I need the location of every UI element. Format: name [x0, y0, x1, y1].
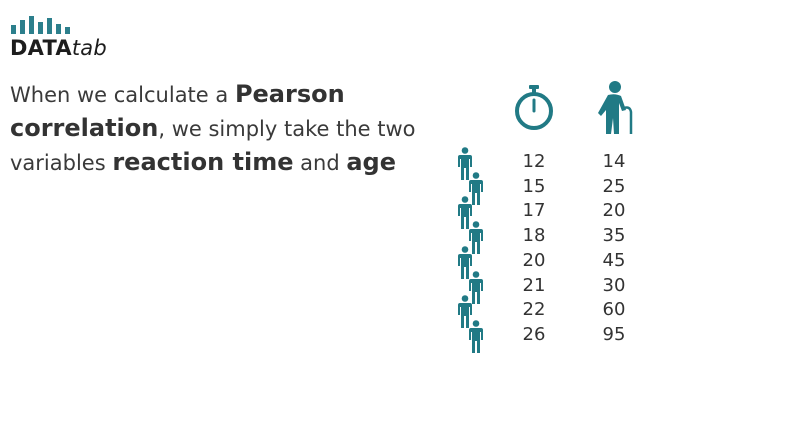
person-icon	[457, 196, 473, 230]
reaction-time-value: 20	[522, 249, 546, 271]
reaction-time-value: 21	[522, 274, 546, 296]
reaction-time-value: 15	[522, 175, 546, 197]
age-value: 35	[602, 225, 626, 247]
logo-bar	[29, 16, 34, 34]
age-value: 25	[602, 175, 626, 197]
reaction-time-value: 12	[522, 151, 546, 172]
logo-bar	[47, 18, 52, 34]
reaction-time-value: 22	[522, 299, 546, 321]
age-value: 95	[602, 323, 626, 345]
headline-text-1: When we calculate a	[10, 83, 235, 107]
elderly-person-icon	[598, 81, 633, 134]
person-icon	[457, 245, 473, 280]
age-value: 30	[602, 274, 626, 296]
headline: When we calculate a Pearson correlation,…	[10, 78, 420, 180]
datatab-logo: DATAtab	[10, 14, 110, 60]
logo-bar	[65, 27, 70, 34]
reaction-time-value: 26	[522, 323, 546, 345]
headline-text-2: , we simply take the two variables	[10, 117, 416, 175]
logo-text-strong: DATA	[10, 36, 72, 60]
headline-highlight-age: age	[346, 148, 397, 176]
person-icon	[457, 295, 473, 329]
logo-bars	[11, 14, 81, 34]
age-value: 20	[602, 200, 626, 222]
person-icon	[468, 320, 484, 354]
age-value: 14	[602, 151, 626, 172]
person-icon	[468, 171, 484, 206]
person-icon	[468, 270, 484, 305]
logo-bar	[20, 20, 25, 34]
reaction-time-value: 18	[522, 225, 546, 247]
person-icon	[457, 147, 473, 181]
headline-highlight-pearson: Pearson correlation	[10, 80, 345, 142]
logo-text-light: tab	[71, 36, 107, 60]
logo-text: DATAtab	[10, 36, 107, 60]
headline-highlight-reaction-time: reaction time	[112, 148, 294, 176]
logo-bar	[11, 25, 16, 34]
age-value: 45	[602, 249, 626, 271]
logo-bar	[38, 22, 43, 34]
stopwatch-icon	[515, 85, 553, 130]
person-icon	[468, 221, 484, 255]
reaction-time-value: 17	[522, 200, 546, 222]
age-value: 60	[602, 299, 626, 321]
logo-bar	[56, 24, 61, 34]
headline-text-3: and	[293, 151, 347, 175]
